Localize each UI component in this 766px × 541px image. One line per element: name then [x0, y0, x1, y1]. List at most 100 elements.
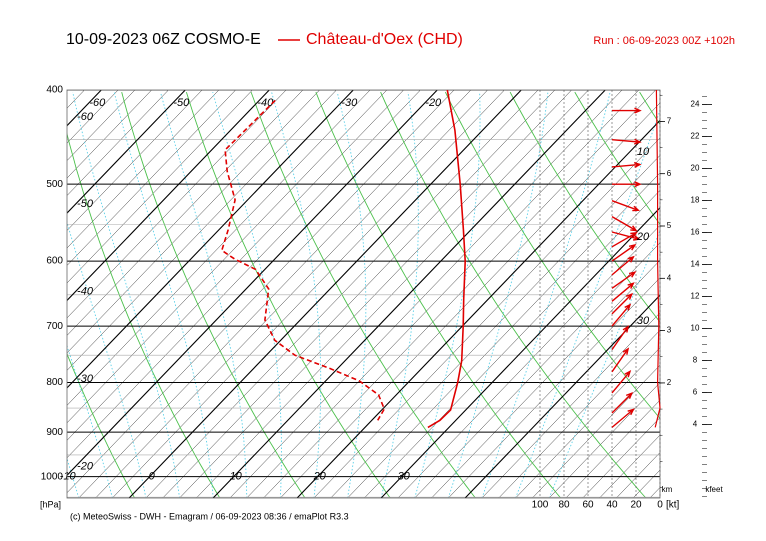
- speed-tick-label: 100: [532, 500, 549, 511]
- thin-isotherm: [196, 90, 589, 498]
- isotherm-label: -40: [257, 97, 274, 109]
- kfeet_axis-tick-label: 8: [693, 356, 698, 365]
- dry-adiabat: [509, 91, 660, 323]
- kfeet_axis-tick-label: 6: [693, 388, 698, 397]
- y-tick-label: 900: [46, 427, 63, 438]
- wind-arrow: [611, 271, 637, 289]
- thin-isotherm: [431, 259, 660, 498]
- moist-adiabat: [72, 91, 181, 498]
- wind-speed-line: [654, 89, 661, 428]
- thin-isotherm: [67, 90, 404, 441]
- isotherm-label: -40: [77, 286, 94, 298]
- kfeet_axis-tick-label: 18: [691, 196, 700, 205]
- kfeet_axis-tick-label: 20: [691, 164, 700, 173]
- thin-isotherm: [246, 90, 640, 498]
- isotherm: [296, 119, 660, 498]
- thin-isotherm: [263, 90, 656, 498]
- wind-arrow: [611, 369, 632, 394]
- wind-arrow: [611, 138, 642, 145]
- annotation: 20: [636, 231, 650, 243]
- thin-isotherm: [95, 90, 488, 498]
- thin-isotherm: [78, 90, 472, 498]
- thin-isotherm: [397, 224, 660, 498]
- kfeet_axis-tick-label: 14: [691, 260, 700, 269]
- annotation: 30: [637, 315, 650, 327]
- speed-axis-label: [kt]: [666, 500, 680, 511]
- thin-isotherm: [112, 90, 505, 498]
- dry-adiabat: [250, 91, 476, 498]
- thin-isotherm: [582, 417, 660, 498]
- speed-tick-label: 80: [558, 500, 570, 511]
- y-tick-label: 600: [46, 256, 63, 267]
- isotherm: [67, 90, 438, 477]
- isotherm-label: 0: [149, 471, 156, 483]
- kfeet-axis-label: kfeet: [705, 485, 723, 494]
- wind-arrow: [611, 231, 641, 241]
- temperature-line: [427, 89, 467, 429]
- thin-isotherm: [67, 90, 455, 494]
- thin-isotherm: [67, 90, 136, 161]
- thin-isotherm: [67, 90, 337, 371]
- thin-isotherm: [448, 277, 660, 498]
- dry-adiabat: [67, 132, 221, 498]
- isotherm: [464, 294, 660, 498]
- thin-isotherm: [67, 90, 152, 179]
- foreground: -60-60-50-50-40-40-30-30-20-20-10 0 10 20 30…: [41, 85, 724, 511]
- isotherm-label: -60: [89, 97, 106, 109]
- chart-title: 10-09-2023 06Z COSMO-E: [66, 31, 261, 48]
- moist-adiabat: [515, 108, 660, 498]
- wind-arrow: [611, 215, 638, 232]
- moist-adiabat: [380, 92, 419, 498]
- thin-isotherm: [67, 90, 236, 266]
- thin-isotherm: [364, 189, 660, 498]
- isotherm-label: -30: [341, 97, 358, 109]
- thin-isotherm: [67, 90, 320, 354]
- wind-arrow: [611, 408, 635, 428]
- y-tick-label: 800: [46, 377, 63, 388]
- thin-isotherm: [67, 90, 388, 424]
- wind-arrow: [611, 325, 630, 351]
- isotherm-label: -20: [77, 460, 94, 472]
- km_axis-tick-label: 6: [667, 169, 672, 178]
- y-axis-label: [hPa]: [40, 499, 61, 509]
- y-tick-label: 400: [46, 85, 63, 96]
- annotation: 10: [637, 146, 650, 158]
- isotherm: [67, 90, 354, 389]
- y-tick-label: 1000: [41, 471, 64, 482]
- wind-arrow: [612, 181, 642, 188]
- isotherm-label: -50: [77, 198, 94, 210]
- moist-adiabat: [336, 91, 367, 498]
- dry-adiabat: [574, 91, 660, 226]
- thin-isotherm: [414, 242, 660, 498]
- isotherm: [67, 90, 270, 302]
- isotherm-label: -10: [60, 471, 77, 483]
- thin-isotherm: [515, 347, 660, 498]
- dry-adiabat: [444, 91, 660, 420]
- thin-isotherm: [67, 90, 371, 406]
- kfeet_axis-tick-label: 4: [693, 420, 698, 429]
- run-label: Run : 06-09-2023 00Z +102h: [593, 35, 735, 47]
- isotherm-label: 20: [313, 471, 327, 483]
- wind-arrow: [611, 282, 635, 302]
- speed-tick-label: 20: [630, 500, 642, 511]
- thin-isotherm: [67, 90, 203, 231]
- thin-isotherm: [179, 90, 572, 498]
- isotherm-label: 30: [398, 471, 411, 483]
- thin-isotherm: [67, 90, 304, 336]
- thin-isotherm: [548, 382, 660, 498]
- thin-isotherm: [229, 90, 623, 498]
- thin-isotherm: [67, 90, 287, 319]
- wind-arrow: [611, 231, 638, 248]
- speed-tick-label: 0: [657, 500, 663, 511]
- dry-adiabat: [380, 91, 647, 498]
- wind-arrow: [611, 243, 637, 262]
- isotherm-label: -50: [173, 97, 190, 109]
- speed-tick-label: 60: [582, 500, 594, 511]
- moist-adiabat: [212, 91, 282, 498]
- moist-adiabat: [414, 92, 481, 498]
- moist-adiabat: [548, 229, 660, 498]
- wind-arrow: [611, 200, 640, 212]
- wind-arrow: [611, 347, 630, 373]
- wind-arrow: [611, 161, 642, 168]
- km_axis-tick-label: 5: [667, 221, 672, 230]
